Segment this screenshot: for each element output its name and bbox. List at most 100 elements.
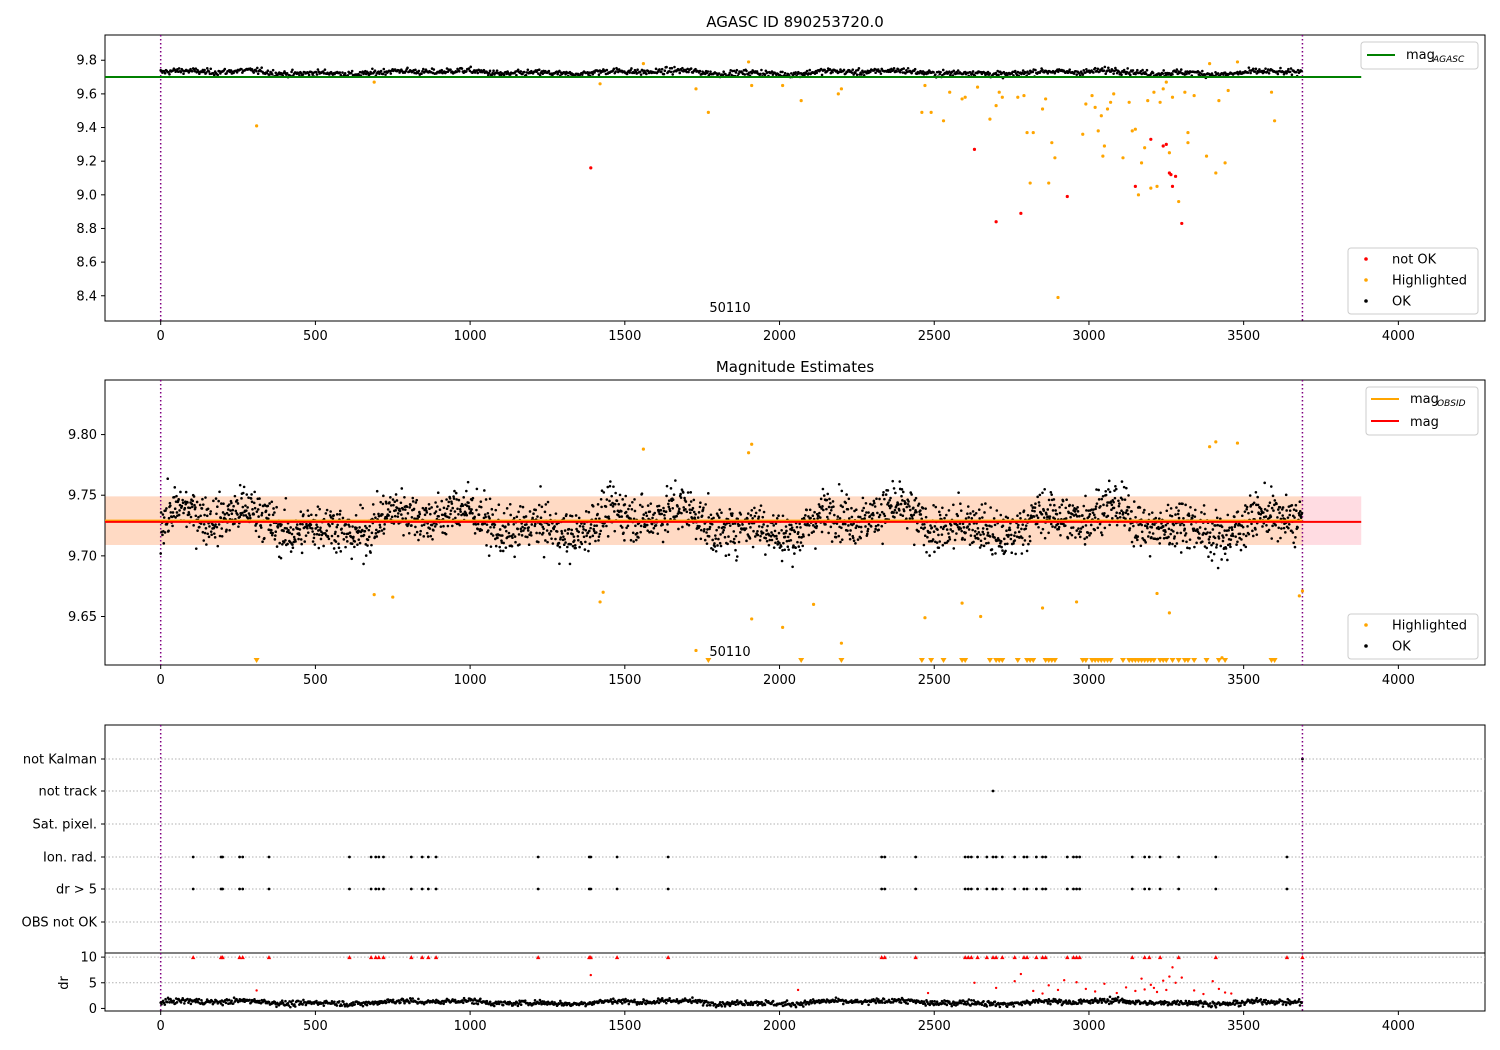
ok-point — [275, 545, 279, 548]
ok-point — [179, 490, 182, 494]
ok-point — [316, 525, 319, 529]
ok-point — [1051, 509, 1055, 512]
ok-point — [318, 507, 321, 511]
x-tick-label: 2500 — [918, 1019, 951, 1034]
ok-point — [248, 514, 252, 517]
ok-point — [611, 505, 615, 508]
ok-point — [914, 496, 918, 500]
ok-point — [753, 506, 756, 510]
ok-point — [232, 504, 235, 508]
ok-point — [1218, 531, 1221, 535]
ok-point — [455, 498, 458, 501]
ok-point — [899, 502, 903, 506]
ok-point — [850, 515, 854, 519]
ok-point — [813, 510, 816, 514]
ok-point — [279, 556, 283, 560]
ok-point — [1240, 514, 1244, 518]
ok-point — [472, 517, 476, 521]
ok-point — [272, 507, 275, 510]
ok-point — [770, 538, 774, 542]
ok-point — [736, 517, 740, 521]
ok-point — [1123, 498, 1127, 501]
ok-point — [588, 535, 592, 539]
ok-point — [874, 527, 877, 531]
ok-point — [626, 514, 629, 518]
ok-point — [1210, 72, 1214, 75]
flag-point — [1214, 887, 1218, 891]
ok-point — [969, 512, 972, 515]
ok-point — [971, 70, 975, 73]
ok-point — [319, 537, 323, 541]
ok-point — [1170, 514, 1174, 518]
ok-point — [1070, 533, 1074, 537]
ok-point — [653, 511, 657, 515]
ok-point — [1096, 526, 1100, 530]
ok-point — [1045, 513, 1048, 516]
ok-point — [770, 531, 773, 534]
ok-point — [665, 1001, 668, 1005]
ok-point — [869, 525, 873, 528]
ok-point — [591, 505, 595, 508]
ok-point — [1129, 517, 1132, 521]
ok-point — [675, 514, 678, 518]
ok-point — [774, 541, 777, 545]
highlighted-point — [1161, 87, 1165, 91]
ok-point — [837, 482, 841, 486]
ok-point — [864, 502, 868, 505]
ok-point — [1128, 71, 1131, 74]
ok-point — [718, 508, 722, 512]
ok-point — [1254, 528, 1257, 531]
ok-point — [609, 480, 612, 483]
ok-point — [618, 493, 622, 497]
ok-point — [937, 510, 941, 514]
ok-point — [889, 496, 892, 500]
ok-point — [412, 507, 416, 511]
ok-point — [592, 529, 596, 533]
highlighted-point — [941, 119, 946, 123]
ok-point — [881, 542, 884, 546]
ok-point — [194, 67, 198, 70]
ok-point — [869, 70, 872, 74]
flag-point — [238, 855, 241, 859]
ok-point — [846, 507, 850, 511]
ok-point — [337, 542, 340, 546]
flag-point — [1072, 887, 1075, 891]
highlighted-point — [997, 90, 1001, 94]
ok-point — [237, 525, 240, 528]
ok-point — [171, 524, 174, 528]
ok-point — [570, 514, 574, 518]
ok-point — [750, 508, 754, 512]
ok-point — [811, 524, 815, 527]
ok-point — [1102, 514, 1106, 517]
ok-point — [165, 1000, 169, 1004]
flag-point — [1078, 887, 1082, 891]
ok-point — [389, 504, 393, 507]
ok-point — [461, 504, 465, 508]
ok-point — [945, 513, 948, 517]
ok-point — [1181, 539, 1185, 543]
ok-point — [686, 491, 690, 494]
ok-point — [253, 490, 256, 494]
ok-point — [1125, 486, 1128, 490]
ok-point — [421, 506, 425, 510]
ok-point — [191, 69, 194, 73]
x-tick-label: 500 — [303, 329, 328, 344]
ok-point — [181, 501, 185, 505]
ok-point — [252, 501, 256, 505]
highlighted-point — [1133, 127, 1137, 131]
ok-point — [1122, 68, 1126, 72]
ok-point — [1051, 525, 1054, 528]
below-range-marker — [1163, 658, 1170, 663]
ok-point — [854, 526, 858, 530]
ok-point — [934, 73, 937, 76]
y-tick-label: 9.70 — [68, 549, 97, 564]
ok-point — [1250, 522, 1253, 526]
ok-point — [203, 68, 206, 72]
ok-point — [762, 523, 765, 526]
ok-point — [574, 514, 578, 517]
ok-point — [465, 70, 468, 73]
ok-point — [1182, 516, 1185, 520]
ok-point — [723, 526, 726, 529]
flag-point — [966, 855, 970, 859]
ok-point — [1242, 543, 1246, 547]
